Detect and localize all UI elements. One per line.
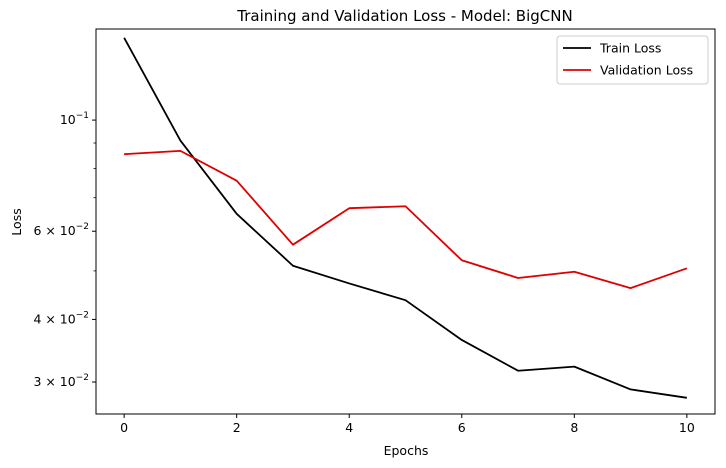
x-axis-label: Epochs (384, 443, 429, 458)
legend: Train Loss Validation Loss (556, 35, 709, 85)
series-line-validation-loss (124, 149, 688, 289)
y-tick-label: 6 × 10−2 (33, 222, 89, 238)
x-axis: 0 2 4 6 8 10 (120, 414, 695, 435)
y-axis: 10−1 6 × 10−2 4 × 10−2 3 × 10−2 (33, 111, 96, 389)
legend-box (556, 35, 709, 85)
y-tick-label: 3 × 10−2 (33, 373, 89, 389)
x-tick-label: 10 (679, 420, 695, 435)
x-tick-label: 0 (120, 420, 128, 435)
plot-frame (95, 28, 716, 415)
x-tick-label: 8 (570, 420, 578, 435)
y-tick-label: 10−1 (60, 111, 89, 127)
x-tick-label: 4 (345, 420, 353, 435)
y-axis-label: Loss (9, 208, 24, 235)
x-tick-label: 6 (458, 420, 466, 435)
legend-label-validation: Validation Loss (600, 63, 693, 78)
y-tick-label: 4 × 10−2 (33, 310, 89, 326)
series-line-train-loss (123, 37, 687, 399)
legend-label-train: Train Loss (599, 41, 661, 56)
chart-title: Training and Validation Loss - Model: Bi… (236, 7, 572, 25)
x-tick-label: 2 (233, 420, 241, 435)
